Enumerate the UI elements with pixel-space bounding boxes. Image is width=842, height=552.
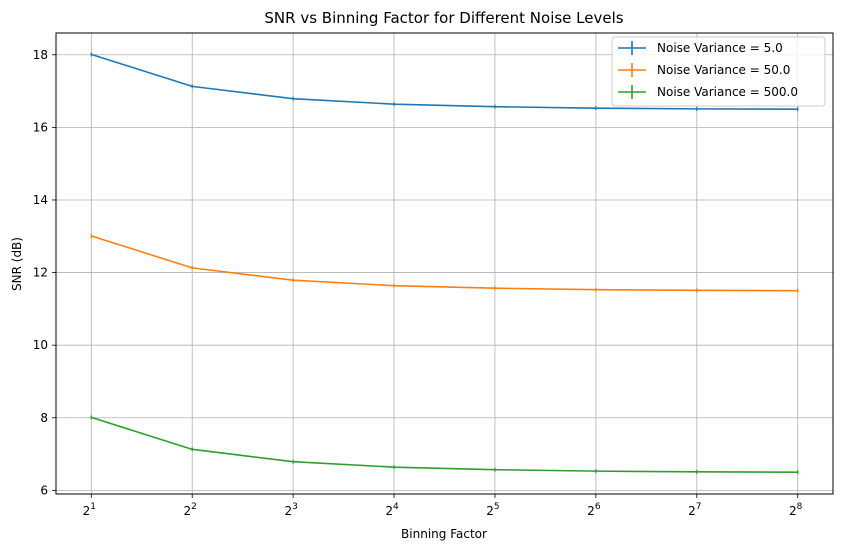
legend: Noise Variance = 5.0 Noise Variance = 50.… [611,36,826,107]
x-tick-label-exponent: 7 [696,502,702,512]
legend-label: Noise Variance = 50.0 [657,63,790,77]
x-tick-label-exponent: 2 [191,502,197,512]
y-tick-label: 16 [33,120,48,134]
legend-box [611,36,826,107]
x-tick-label: 26 [587,502,601,518]
x-tick-label-base: 2 [284,504,292,518]
x-tick-label-base: 2 [486,504,494,518]
x-tick-label-base: 2 [587,504,595,518]
y-tick-label: 14 [33,193,48,207]
y-axis: 6 8 10 12 14 16 18 [33,48,56,497]
legend-label: Noise Variance = 500.0 [657,85,798,99]
x-tick-label-exponent: 3 [292,502,298,512]
x-tick-label-exponent: 1 [90,502,96,512]
x-axis: 21 22 23 24 25 26 27 28 [83,494,803,518]
x-tick-label: 28 [789,502,803,518]
x-tick-label-base: 2 [789,504,797,518]
series-layer [90,52,799,475]
x-tick-label-exponent: 5 [494,502,500,512]
x-tick-label-base: 2 [385,504,393,518]
x-tick-label-base: 2 [83,504,91,518]
y-tick-label: 8 [40,411,48,425]
x-tick-label: 23 [284,502,297,518]
chart-title: SNR vs Binning Factor for Different Nois… [264,9,623,27]
x-tick-label: 21 [83,502,96,518]
series-line [91,53,798,111]
x-tick-label: 25 [486,502,499,518]
x-axis-label: Binning Factor [401,527,487,541]
x-tick-label: 27 [688,502,701,518]
series-line [91,416,798,474]
plot-frame [55,32,834,495]
x-tick-label-base: 2 [184,504,192,518]
y-tick-label: 6 [40,483,48,497]
x-tick-label-exponent: 4 [393,502,399,512]
x-tick-label: 24 [385,502,399,518]
x-tick-label-exponent: 6 [595,502,601,512]
x-tick-label: 22 [184,502,197,518]
x-tick-label-base: 2 [688,504,696,518]
y-tick-label: 10 [33,338,48,352]
legend-label: Noise Variance = 5.0 [657,41,783,55]
series-line [91,235,798,292]
y-tick-label: 18 [33,48,48,62]
y-tick-label: 12 [33,266,48,280]
x-tick-label-exponent: 8 [797,502,803,512]
y-axis-label: SNR (dB) [10,237,24,291]
